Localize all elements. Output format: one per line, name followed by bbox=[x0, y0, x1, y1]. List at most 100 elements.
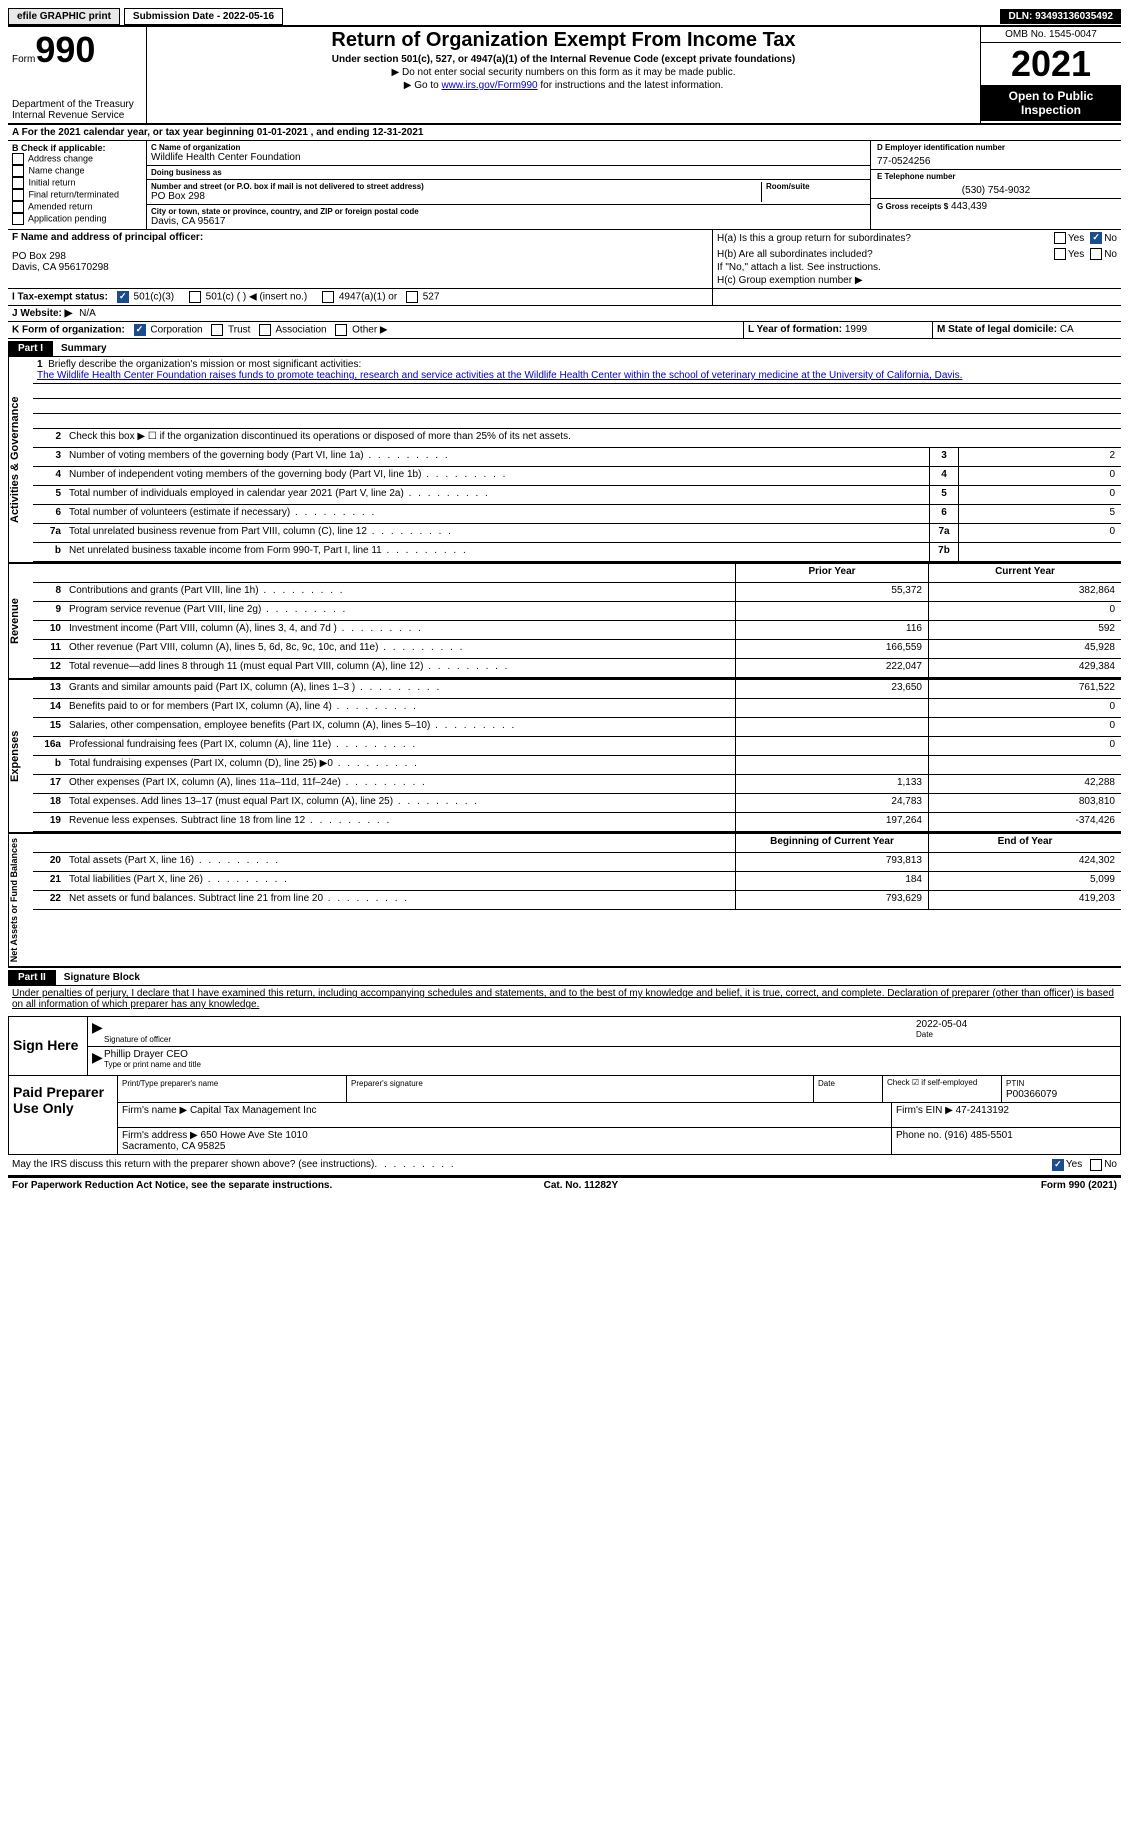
summary-line: bTotal fundraising expenses (Part IX, co… bbox=[33, 756, 1121, 775]
tab-activities: Activities & Governance bbox=[8, 357, 33, 562]
form-number: Form 990 bbox=[12, 29, 142, 71]
colb-checkbox[interactable] bbox=[12, 165, 24, 177]
summary-line: 11Other revenue (Part VIII, column (A), … bbox=[33, 640, 1121, 659]
colb-checkbox[interactable] bbox=[12, 153, 24, 165]
dept-treasury: Department of the Treasury bbox=[12, 99, 142, 110]
block-bcd: B Check if applicable: Address change Na… bbox=[8, 141, 1121, 230]
summary-line: 22Net assets or fund balances. Subtract … bbox=[33, 891, 1121, 910]
city-state-zip: Davis, CA 95617 bbox=[151, 216, 866, 227]
summary-line: 3Number of voting members of the governi… bbox=[33, 448, 1121, 467]
irs-label: Internal Revenue Service bbox=[12, 110, 142, 121]
tab-expenses: Expenses bbox=[8, 680, 33, 832]
ptin: P00366079 bbox=[1006, 1089, 1057, 1100]
firm-phone: (916) 485-5501 bbox=[944, 1130, 1012, 1141]
gross-receipts: 443,439 bbox=[951, 201, 987, 212]
discuss-yes-checkbox[interactable] bbox=[1052, 1159, 1064, 1171]
efile-print-button[interactable]: efile GRAPHIC print bbox=[8, 8, 120, 25]
row-l-year: L Year of formation: 1999 bbox=[744, 322, 933, 338]
arrow-icon: ▶ bbox=[92, 1049, 104, 1073]
sign-here-block: Sign Here ▶ Signature of officer 2022-05… bbox=[8, 1016, 1121, 1076]
hb-no-checkbox[interactable] bbox=[1090, 248, 1102, 260]
form-subtitle: Under section 501(c), 527, or 4947(a)(1)… bbox=[149, 54, 978, 65]
dln: DLN: 93493136035492 bbox=[1000, 9, 1121, 24]
summary-line: 13Grants and similar amounts paid (Part … bbox=[33, 680, 1121, 699]
row-a-taxyear: A For the 2021 calendar year, or tax yea… bbox=[8, 125, 1121, 141]
summary-line: 14Benefits paid to or for members (Part … bbox=[33, 699, 1121, 718]
summary-line: 18Total expenses. Add lines 13–17 (must … bbox=[33, 794, 1121, 813]
sig-date: 2022-05-04 bbox=[916, 1019, 1116, 1030]
summary-line: 17Other expenses (Part IX, column (A), l… bbox=[33, 775, 1121, 794]
declaration-text: Under penalties of perjury, I declare th… bbox=[8, 986, 1121, 1012]
officer-address: PO Box 298 Davis, CA 956170298 bbox=[12, 251, 708, 273]
telephone: (530) 754-9032 bbox=[877, 185, 1115, 196]
k-corp-checkbox[interactable] bbox=[134, 324, 146, 336]
i-4947-checkbox[interactable] bbox=[322, 291, 334, 303]
row-i-tax-status: I Tax-exempt status: 501(c)(3) 501(c) ( … bbox=[8, 289, 713, 305]
colb-checkbox[interactable] bbox=[12, 177, 24, 189]
summary-line: bNet unrelated business taxable income f… bbox=[33, 543, 1121, 562]
summary-line: 7aTotal unrelated business revenue from … bbox=[33, 524, 1121, 543]
i-501c-checkbox[interactable] bbox=[189, 291, 201, 303]
arrow-icon: ▶ bbox=[92, 1019, 104, 1044]
rev-header-row: Prior Year Current Year bbox=[33, 564, 1121, 583]
col-d-ein: D Employer identification number 77-0524… bbox=[871, 141, 1121, 229]
summary-line: 9Program service revenue (Part VIII, lin… bbox=[33, 602, 1121, 621]
hb-yes-checkbox[interactable] bbox=[1054, 248, 1066, 260]
paid-preparer-block: Paid Preparer Use Only Print/Type prepar… bbox=[8, 1076, 1121, 1155]
form-header: Form 990 Department of the Treasury Inte… bbox=[8, 27, 1121, 125]
row-m-state: M State of legal domicile: CA bbox=[933, 322, 1121, 338]
summary-line: 8Contributions and grants (Part VIII, li… bbox=[33, 583, 1121, 602]
colb-checkbox[interactable] bbox=[12, 201, 24, 213]
summary-line: 4Number of independent voting members of… bbox=[33, 467, 1121, 486]
part-1-header: Part I Summary bbox=[8, 341, 1121, 357]
summary-line: 10Investment income (Part VIII, column (… bbox=[33, 621, 1121, 640]
ha-yes-checkbox[interactable] bbox=[1054, 232, 1066, 244]
col-h-group: H(a) Is this a group return for subordin… bbox=[713, 230, 1121, 288]
k-trust-checkbox[interactable] bbox=[211, 324, 223, 336]
firm-ein: 47-2413192 bbox=[956, 1105, 1009, 1116]
net-header-row: Beginning of Current Year End of Year bbox=[33, 834, 1121, 853]
summary-line: 5Total number of individuals employed in… bbox=[33, 486, 1121, 505]
street-address: PO Box 298 bbox=[151, 191, 761, 202]
i-527-checkbox[interactable] bbox=[406, 291, 418, 303]
discuss-row: May the IRS discuss this return with the… bbox=[8, 1155, 1121, 1177]
irs-link[interactable]: www.irs.gov/Form990 bbox=[441, 80, 537, 91]
omb-number: OMB No. 1545-0047 bbox=[981, 27, 1121, 43]
tab-revenue: Revenue bbox=[8, 564, 33, 678]
i-501c3-checkbox[interactable] bbox=[117, 291, 129, 303]
summary-line: 16aProfessional fundraising fees (Part I… bbox=[33, 737, 1121, 756]
org-name: Wildlife Health Center Foundation bbox=[151, 152, 866, 163]
page-footer: For Paperwork Reduction Act Notice, see … bbox=[8, 1177, 1121, 1193]
open-inspection: Open to Public Inspection bbox=[981, 85, 1121, 121]
summary-line: 15Salaries, other compensation, employee… bbox=[33, 718, 1121, 737]
officer-name-title: Phillip Drayer CEO bbox=[104, 1049, 1116, 1060]
summary-line: 21Total liabilities (Part X, line 26)184… bbox=[33, 872, 1121, 891]
colb-checkbox[interactable] bbox=[12, 213, 24, 225]
summary-line: 19Revenue less expenses. Subtract line 1… bbox=[33, 813, 1121, 832]
col-c-identity: C Name of organization Wildlife Health C… bbox=[147, 141, 871, 229]
hc-group-exemption: H(c) Group exemption number ▶ bbox=[717, 275, 1117, 286]
topbar: efile GRAPHIC print Submission Date - 20… bbox=[8, 8, 1121, 27]
website-value: N/A bbox=[79, 308, 96, 319]
row-j-website: J Website: ▶ N/A bbox=[8, 306, 1121, 321]
discuss-no-checkbox[interactable] bbox=[1090, 1159, 1102, 1171]
tax-year: 2021 bbox=[981, 43, 1121, 85]
summary-line: 6Total number of volunteers (estimate if… bbox=[33, 505, 1121, 524]
summary-line: 20Total assets (Part X, line 16)793,8134… bbox=[33, 853, 1121, 872]
mission-text: The Wildlife Health Center Foundation ra… bbox=[37, 370, 962, 381]
ha-no-checkbox[interactable] bbox=[1090, 232, 1102, 244]
colb-checkbox[interactable] bbox=[12, 189, 24, 201]
form-title: Return of Organization Exempt From Incom… bbox=[149, 29, 978, 52]
tab-net-assets: Net Assets or Fund Balances bbox=[8, 834, 33, 966]
k-other-checkbox[interactable] bbox=[335, 324, 347, 336]
submission-date: Submission Date - 2022-05-16 bbox=[124, 8, 283, 25]
row-k-form-org: K Form of organization: Corporation Trus… bbox=[8, 322, 744, 338]
col-f-officer: F Name and address of principal officer:… bbox=[8, 230, 713, 288]
line-2: 2 Check this box ▶ ☐ if the organization… bbox=[33, 429, 1121, 448]
form-note-2: ▶ Go to www.irs.gov/Form990 for instruct… bbox=[149, 80, 978, 91]
col-b-checkboxes: B Check if applicable: Address change Na… bbox=[8, 141, 147, 229]
part-2-header: Part II Signature Block bbox=[8, 970, 1121, 986]
form-note-1: ▶ Do not enter social security numbers o… bbox=[149, 67, 978, 78]
k-assoc-checkbox[interactable] bbox=[259, 324, 271, 336]
summary-line: 12Total revenue—add lines 8 through 11 (… bbox=[33, 659, 1121, 678]
